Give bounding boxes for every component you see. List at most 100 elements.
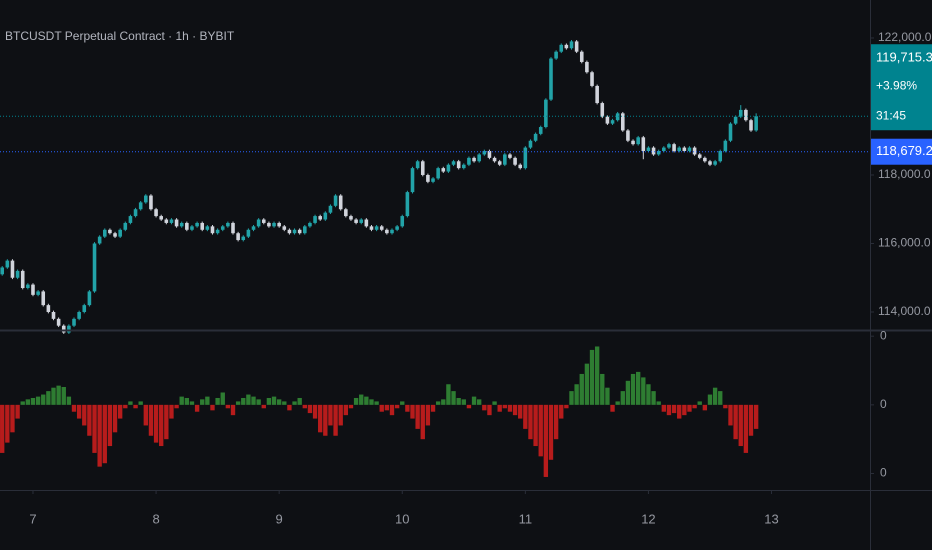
histogram-bar bbox=[579, 373, 584, 405]
histogram-bar bbox=[302, 404, 307, 409]
histogram-bar bbox=[687, 404, 692, 412]
histogram-bar bbox=[338, 404, 343, 426]
last-price-label: 119,715.3 bbox=[876, 50, 932, 65]
candle-body bbox=[215, 229, 220, 234]
candle-body bbox=[323, 212, 328, 220]
candle-body bbox=[133, 209, 138, 217]
candle-body bbox=[713, 161, 717, 165]
histogram-bar bbox=[230, 404, 236, 416]
histogram-bar bbox=[148, 404, 154, 436]
candle-body bbox=[656, 151, 661, 155]
candle-body bbox=[497, 161, 502, 165]
histogram-bar bbox=[748, 404, 754, 436]
candle-body bbox=[308, 222, 312, 227]
candle-body bbox=[210, 226, 215, 234]
histogram-bar bbox=[76, 404, 82, 419]
candle-body bbox=[61, 325, 66, 333]
axes: 114,000.0 116,000.0 118,000.0 122,000.0 7 8 9 1… bbox=[29, 30, 932, 526]
histogram-bar bbox=[256, 399, 261, 405]
candle-body bbox=[718, 151, 723, 162]
candle-body bbox=[431, 178, 435, 182]
histogram-bar bbox=[466, 404, 472, 409]
histogram-bar bbox=[266, 397, 272, 405]
histogram-bar bbox=[446, 384, 451, 405]
candle-body bbox=[477, 154, 481, 162]
candle-body bbox=[744, 109, 748, 121]
candle-body bbox=[272, 222, 276, 227]
histogram-bar bbox=[92, 404, 97, 453]
histogram-bar bbox=[743, 404, 749, 453]
x-tick-label: 10 bbox=[395, 511, 409, 526]
candle-body bbox=[662, 147, 666, 152]
histogram-bar bbox=[487, 404, 492, 416]
histogram-bar bbox=[384, 404, 390, 411]
candle-body bbox=[544, 99, 548, 128]
histogram-bar bbox=[538, 404, 543, 457]
candle-body bbox=[451, 161, 456, 165]
candle-body bbox=[246, 229, 251, 237]
candle-body bbox=[518, 164, 523, 169]
histogram-bar bbox=[20, 401, 25, 405]
candle-body bbox=[97, 236, 102, 244]
candle-body bbox=[333, 195, 338, 206]
histogram-bar bbox=[405, 404, 410, 412]
candle-body bbox=[533, 133, 538, 141]
histogram-bar bbox=[159, 404, 164, 447]
histogram-bar bbox=[41, 394, 46, 405]
candle-body bbox=[282, 226, 287, 230]
candle-body bbox=[400, 216, 405, 227]
candle-body bbox=[231, 222, 235, 234]
histogram-bar bbox=[471, 396, 477, 405]
histogram-bar bbox=[574, 384, 579, 405]
candle-body bbox=[410, 168, 415, 193]
histogram-bar bbox=[82, 404, 87, 426]
candle-body bbox=[369, 226, 374, 230]
candle-body bbox=[102, 229, 107, 237]
histogram-bar bbox=[56, 385, 61, 405]
candle-body bbox=[482, 151, 487, 155]
candle-body bbox=[15, 270, 20, 278]
candle-body bbox=[579, 51, 584, 62]
histogram-bar bbox=[600, 373, 605, 405]
histogram-bar bbox=[594, 346, 600, 405]
candle-body bbox=[36, 291, 40, 295]
candle-body bbox=[128, 216, 133, 223]
histogram-bar bbox=[353, 397, 359, 405]
histogram-bar bbox=[174, 404, 179, 409]
candle-body bbox=[538, 127, 543, 134]
histogram-bar bbox=[641, 377, 646, 405]
histogram-bar bbox=[543, 404, 549, 477]
y-tick-label: 114,000.0 bbox=[878, 304, 931, 318]
histogram-bar bbox=[292, 401, 297, 405]
candle-body bbox=[67, 325, 71, 333]
histogram-bar bbox=[194, 404, 200, 412]
histogram-bar bbox=[738, 404, 743, 447]
x-tick-label: 13 bbox=[764, 511, 778, 526]
histogram-bar bbox=[343, 404, 349, 416]
x-tick-label: 12 bbox=[641, 511, 655, 526]
candle-body bbox=[595, 85, 599, 104]
histogram-bar bbox=[461, 399, 466, 405]
histogram-bar bbox=[328, 404, 333, 426]
histogram-bar bbox=[553, 404, 559, 440]
candle-body bbox=[395, 226, 399, 230]
candle-body bbox=[420, 161, 425, 175]
candle-body bbox=[426, 174, 430, 182]
histogram-bar bbox=[707, 394, 713, 405]
candle-body bbox=[10, 260, 15, 278]
candle-body bbox=[169, 219, 174, 223]
candle-body bbox=[569, 41, 574, 49]
candle-body bbox=[697, 154, 702, 158]
oscillator-pane bbox=[0, 346, 759, 477]
histogram-bar bbox=[87, 404, 92, 436]
histogram-bar bbox=[425, 404, 431, 426]
candle-body bbox=[641, 137, 646, 152]
histogram-bar bbox=[610, 404, 615, 412]
candle-body bbox=[379, 226, 384, 230]
y-tick-label: 122,000.0 bbox=[878, 30, 932, 44]
histogram-bar bbox=[312, 404, 318, 419]
candle-body bbox=[492, 157, 497, 162]
histogram-bar bbox=[179, 396, 184, 405]
histogram-bar bbox=[646, 384, 651, 405]
histogram-bar bbox=[400, 401, 405, 405]
